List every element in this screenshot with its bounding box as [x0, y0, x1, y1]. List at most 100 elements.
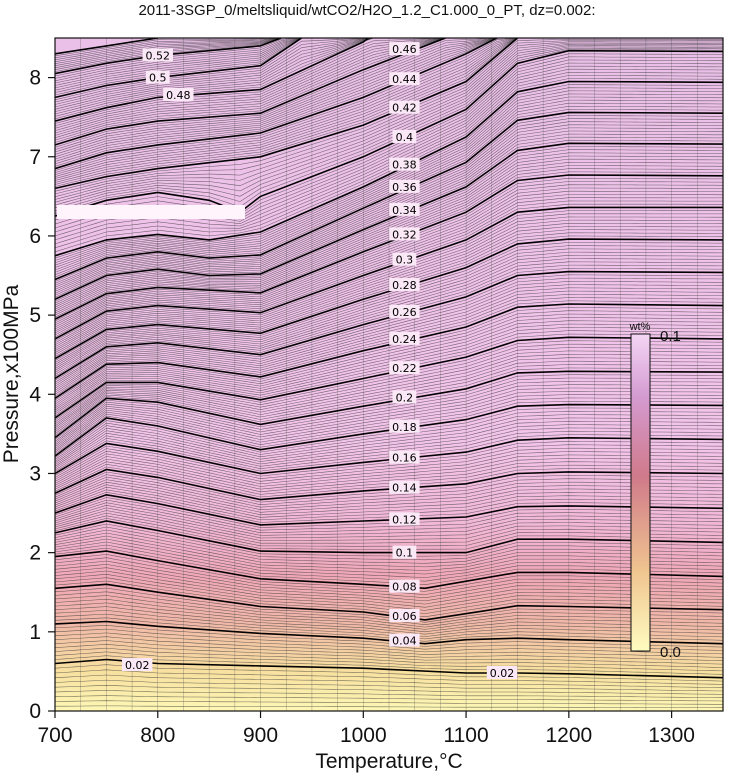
fine-contour: [55, 38, 723, 108]
fine-contour: [55, 505, 723, 536]
fine-contour: [55, 38, 723, 139]
fine-contour: [55, 434, 723, 472]
fine-contour: [55, 598, 723, 630]
fine-contour: [55, 38, 723, 183]
fine-contour: [55, 541, 723, 578]
fine-contour: [55, 357, 723, 431]
fine-contour: [55, 535, 723, 571]
contour-line: [55, 38, 446, 146]
fine-contour: [55, 42, 723, 200]
fine-contour: [55, 139, 723, 298]
contour-label-bg: [389, 157, 420, 171]
fine-contour: [55, 38, 723, 175]
fine-contour: [55, 554, 723, 592]
fine-contour: [55, 518, 723, 550]
fine-contour: [55, 40, 723, 195]
fine-contour: [55, 90, 723, 264]
white-band: [57, 205, 245, 219]
fine-contour: [55, 290, 723, 391]
fine-contour: [55, 628, 723, 651]
contour-line: [55, 38, 158, 55]
fine-contour: [55, 347, 723, 425]
fine-contour: [55, 636, 723, 658]
contour-line: [55, 111, 723, 281]
fine-contour: [55, 38, 723, 177]
y-tick-label: 0: [29, 700, 41, 723]
fine-contour: [55, 499, 723, 531]
fine-contour: [55, 106, 723, 275]
contour-label-bg: [389, 450, 420, 464]
fine-contour: [55, 354, 723, 429]
fine-contour: [55, 255, 723, 369]
contour-label-bg: [392, 252, 417, 266]
contour-label: 0.48: [166, 89, 191, 102]
fine-contour: [55, 397, 723, 453]
fine-contour: [55, 580, 723, 618]
fine-contour: [55, 38, 723, 153]
fine-contour: [55, 194, 723, 332]
fine-contour: [55, 377, 723, 442]
contour-label: 0.02: [125, 659, 150, 672]
fine-contour: [55, 38, 723, 179]
fine-contour: [55, 38, 723, 63]
fine-contour: [55, 261, 723, 373]
contour-label: 0.06: [392, 610, 417, 623]
fine-contour: [55, 38, 723, 181]
fine-contour: [55, 407, 723, 459]
fine-contour: [55, 476, 723, 508]
fine-contour: [55, 127, 723, 290]
fine-contour: [55, 610, 723, 637]
fine-contour: [55, 38, 723, 66]
contour-line: [55, 493, 723, 526]
fine-contour: [55, 87, 723, 261]
fine-contour: [55, 474, 723, 505]
fine-contour: [55, 38, 723, 155]
contour-label-bg: [122, 658, 153, 672]
contour-line: [55, 38, 369, 122]
fine-contour: [55, 510, 723, 541]
fine-contour: [55, 690, 723, 698]
contour-label-bg: [392, 545, 417, 559]
fine-contour: [55, 47, 723, 211]
fine-contour: [55, 564, 723, 602]
contour-label: 0.28: [392, 279, 417, 292]
fine-contour: [55, 38, 723, 141]
fine-contour: [55, 451, 723, 485]
fine-contour: [55, 481, 723, 513]
fine-contour: [55, 420, 723, 466]
contour-label-bg: [163, 88, 194, 102]
fine-contour: [55, 155, 723, 308]
contour-label: 0.24: [392, 333, 417, 346]
fine-contour: [55, 350, 723, 427]
fine-contour: [55, 38, 723, 148]
fine-contour: [55, 210, 723, 342]
fine-contour: [55, 655, 723, 675]
fine-contour: [55, 171, 723, 318]
fine-contour: [55, 632, 723, 655]
fine-contour: [55, 613, 723, 640]
fine-contour: [55, 479, 723, 510]
fine-contour: [55, 307, 723, 401]
fine-contour: [55, 38, 723, 129]
fine-contour: [55, 440, 723, 477]
contour-line: [55, 468, 723, 501]
contour-line: [55, 80, 723, 257]
contour-label: 0.04: [392, 635, 417, 648]
fine-contour: [55, 323, 723, 411]
contour-line: [55, 142, 723, 301]
fine-contour: [55, 38, 723, 127]
fine-contour: [55, 410, 723, 460]
contour-label: 0.38: [392, 159, 417, 172]
fine-contour: [55, 38, 723, 165]
fine-contour: [55, 492, 723, 523]
fine-contour: [55, 38, 723, 110]
fine-contour: [55, 38, 723, 84]
fine-contour: [55, 557, 723, 595]
contour-label-bg: [389, 304, 420, 318]
fine-contour: [55, 327, 723, 413]
fine-contour: [55, 38, 723, 131]
contour-label-bg: [392, 390, 417, 404]
fine-contour: [55, 118, 723, 284]
fine-contour: [55, 570, 723, 608]
